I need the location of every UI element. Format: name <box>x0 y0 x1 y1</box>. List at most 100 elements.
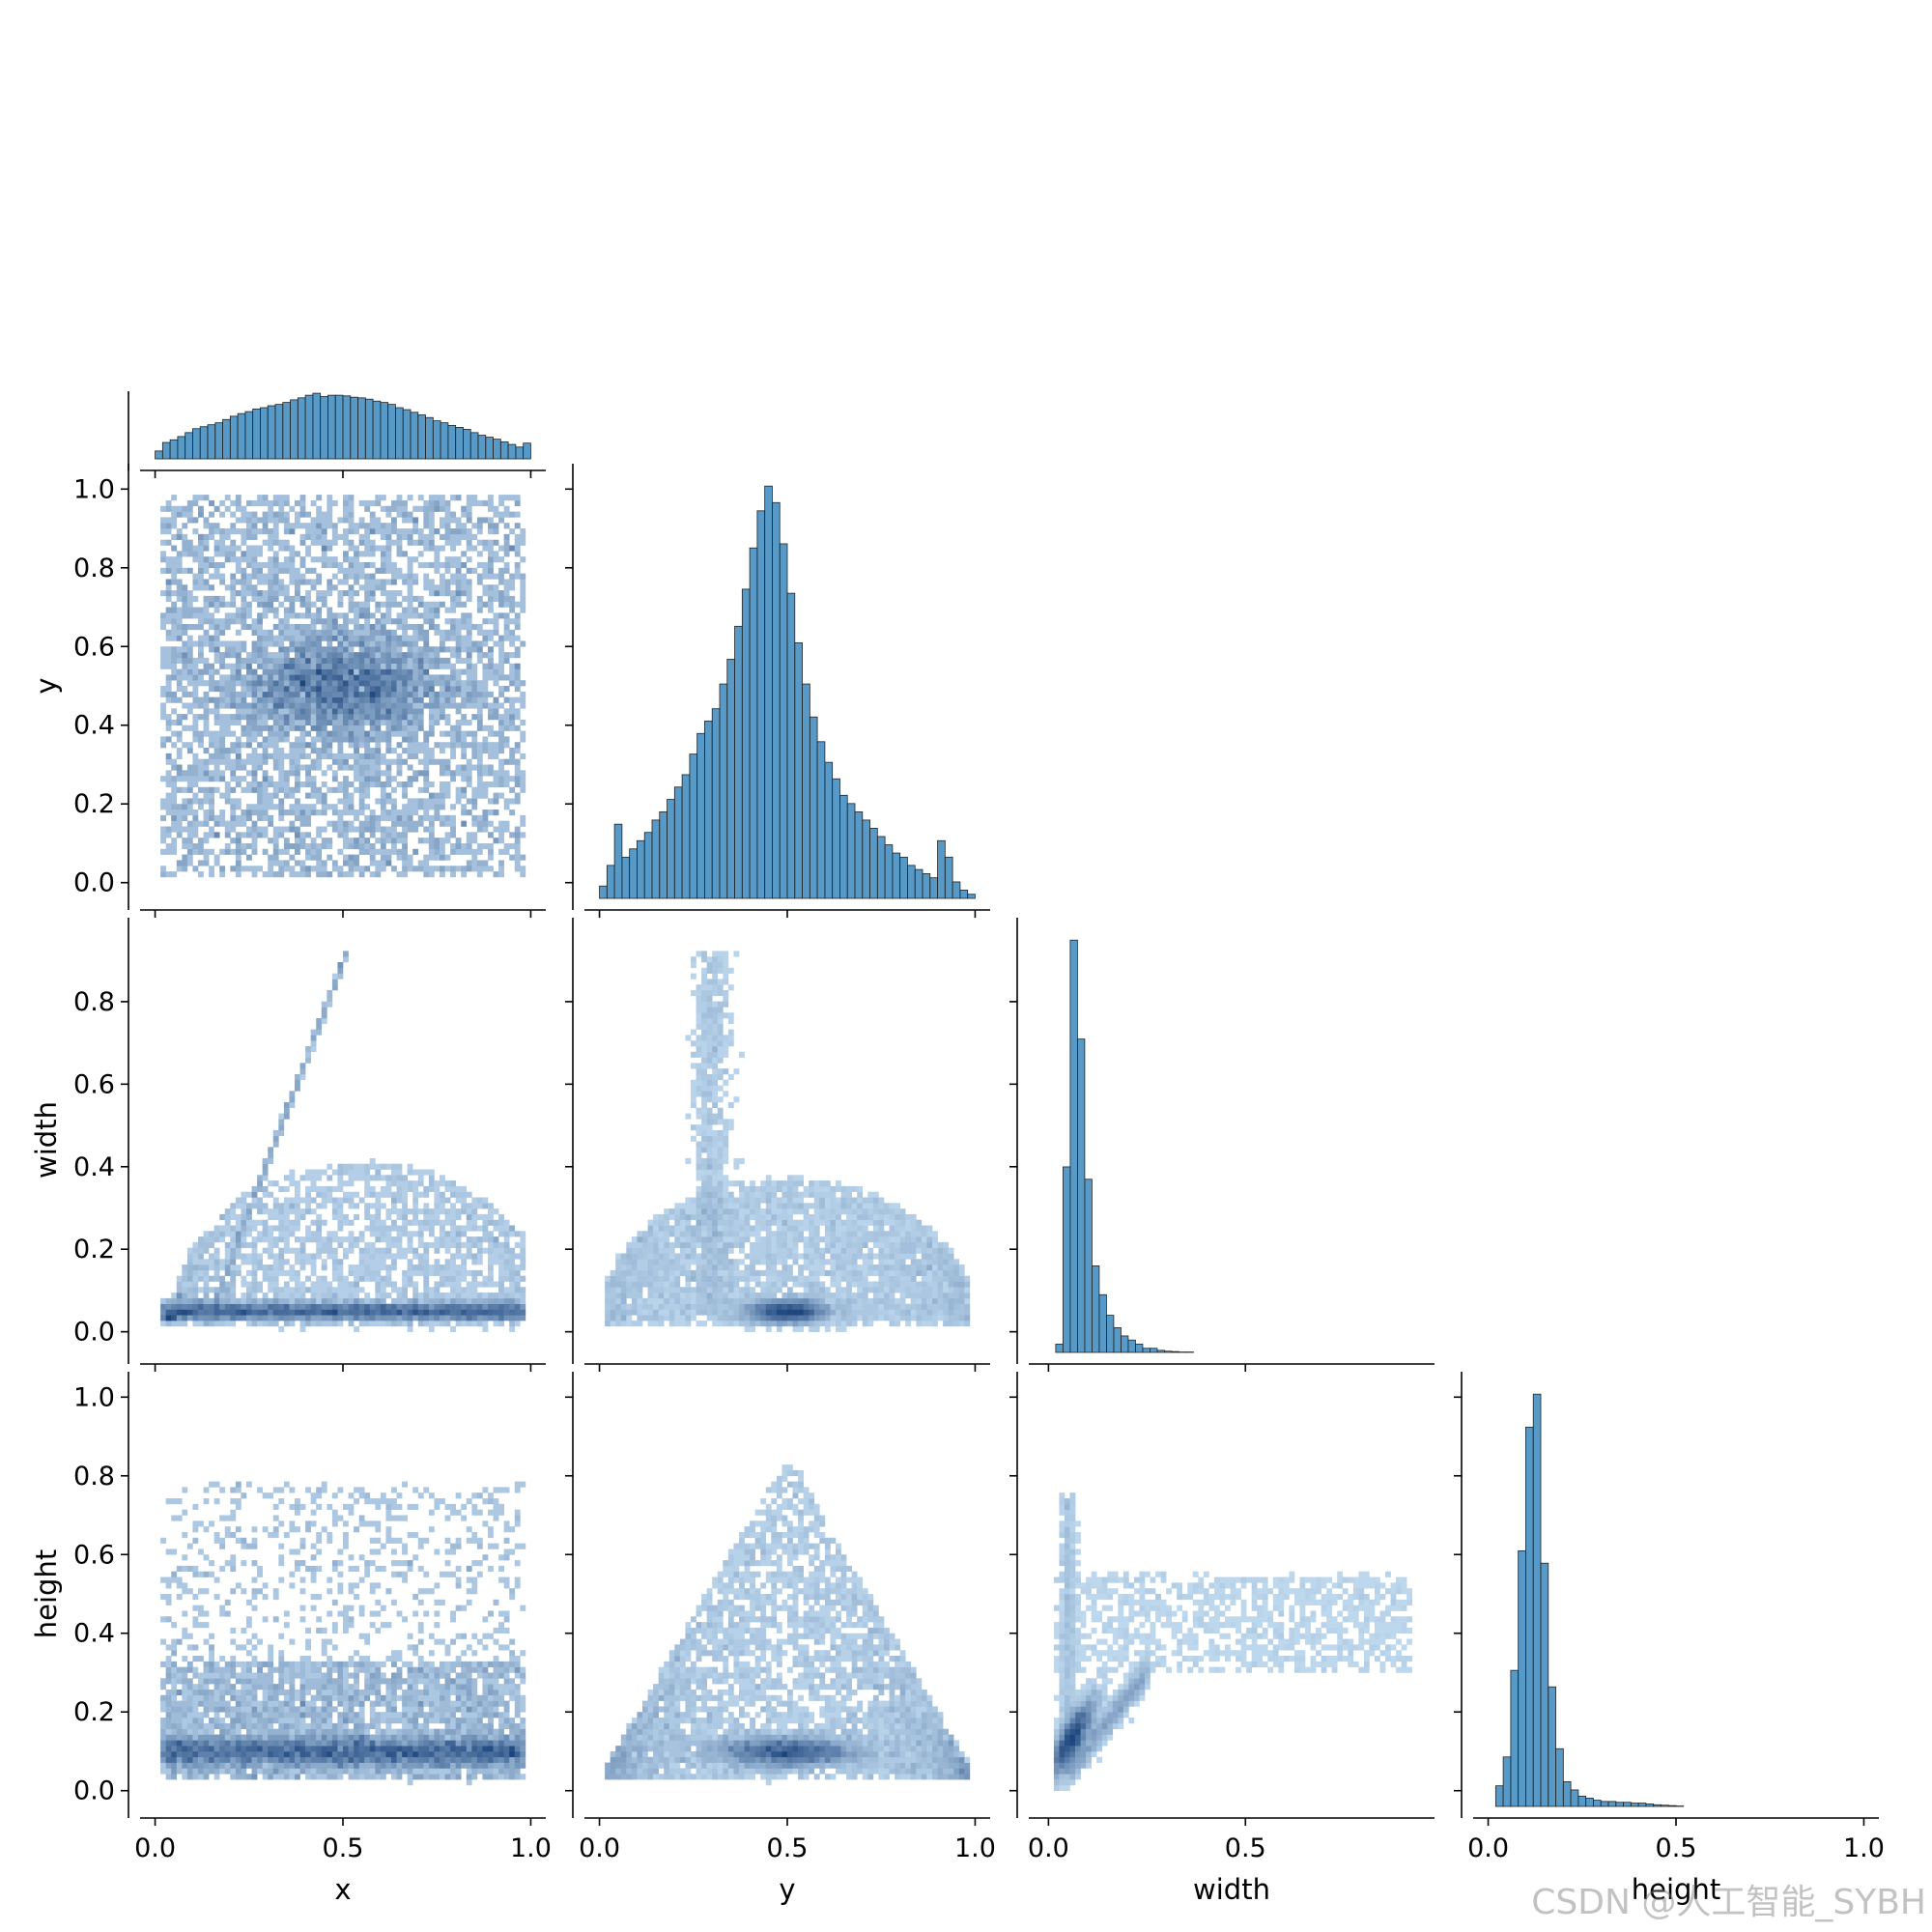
density-cell <box>321 686 327 693</box>
density-cell <box>809 1303 815 1310</box>
density-cell <box>198 1259 204 1265</box>
density-cell <box>241 1253 247 1260</box>
density-cell <box>289 1247 296 1254</box>
density-cell <box>310 579 317 585</box>
density-cell <box>186 742 193 749</box>
density-cell <box>461 786 468 793</box>
density-cell <box>407 640 413 647</box>
density-cell <box>836 1303 841 1310</box>
density-cell <box>364 1213 371 1220</box>
density-cell <box>257 696 263 703</box>
density-cell <box>375 781 382 788</box>
histogram-bar-width <box>1121 1335 1129 1353</box>
density-cell <box>440 1180 445 1187</box>
density-cell <box>396 657 403 665</box>
density-cell <box>246 730 252 737</box>
density-cell <box>213 607 220 613</box>
density-cell <box>461 1231 468 1237</box>
density-cell <box>364 1241 371 1248</box>
density-cell <box>685 1293 692 1299</box>
density-cell <box>514 866 521 872</box>
density-cell <box>182 776 188 782</box>
density-cell <box>493 1293 499 1299</box>
density-cell <box>514 696 521 703</box>
density-cell <box>358 663 365 669</box>
density-cell <box>520 781 526 788</box>
density-cell <box>402 814 408 821</box>
density-cell <box>299 533 306 540</box>
density-cell <box>310 499 317 507</box>
density-cell <box>610 1321 616 1327</box>
density-cell <box>165 635 172 641</box>
density-cell <box>412 1315 419 1321</box>
density-cell <box>348 618 355 625</box>
density-cell <box>461 1297 468 1304</box>
density-cell <box>932 1321 938 1327</box>
density-cell <box>605 1309 611 1316</box>
histogram-bar-y <box>772 501 781 899</box>
density-cell <box>186 804 193 810</box>
density-cell <box>257 1180 263 1187</box>
density-cell <box>466 1281 472 1288</box>
density-cell <box>412 1247 419 1254</box>
histogram-bar-y <box>899 856 908 899</box>
density-cell <box>471 804 478 810</box>
density-cell <box>466 742 472 749</box>
density-cell <box>466 842 472 850</box>
density-cell <box>916 1315 923 1321</box>
density-cell <box>182 1275 188 1282</box>
density-cell <box>679 1315 686 1321</box>
density-cell <box>423 561 430 569</box>
density-cell <box>230 539 237 546</box>
density-cell <box>182 1315 188 1321</box>
density-cell <box>310 742 317 749</box>
density-cell <box>423 1213 430 1220</box>
density-cell <box>733 1321 740 1327</box>
histogram-bar-y <box>689 753 698 899</box>
density-cell <box>375 1175 382 1181</box>
density-cell <box>331 623 338 631</box>
density-cell <box>295 1213 300 1220</box>
density-cell <box>295 1275 300 1282</box>
density-cell <box>423 1321 430 1327</box>
density-cell <box>723 1303 729 1310</box>
density-cell <box>192 1253 199 1260</box>
histogram-bar-width <box>1092 1264 1100 1353</box>
density-cell <box>246 590 252 597</box>
density-cell <box>186 612 193 619</box>
density-cell <box>836 1321 841 1327</box>
density-cell <box>198 561 204 569</box>
density-cell <box>717 1297 724 1304</box>
density-cell <box>186 854 193 861</box>
density-cell <box>316 539 323 546</box>
density-cell <box>396 854 403 861</box>
density-cell <box>503 1275 510 1282</box>
density-cell <box>203 1303 210 1310</box>
density-cell <box>348 567 355 574</box>
density-cell <box>476 499 483 507</box>
density-cell <box>176 618 183 625</box>
density-cell <box>327 505 333 512</box>
density-cell <box>503 1303 510 1310</box>
density-cell <box>348 1315 355 1321</box>
density-cell <box>186 860 193 867</box>
density-cell <box>471 1241 478 1248</box>
density-cell <box>343 736 349 743</box>
density-cell <box>407 764 413 771</box>
density-cell <box>375 724 382 731</box>
density-cell <box>450 730 456 737</box>
density-cell <box>803 1297 810 1304</box>
density-cell <box>354 657 359 665</box>
density-cell <box>343 781 349 788</box>
density-cell <box>348 708 355 715</box>
density-cell <box>375 866 382 872</box>
density-cell <box>434 1259 440 1265</box>
density-cell <box>760 1315 767 1321</box>
density-cell <box>498 691 504 697</box>
density-cell <box>165 561 172 569</box>
density-cell <box>327 854 333 861</box>
density-cell <box>283 696 290 703</box>
density-cell <box>450 1259 456 1265</box>
density-cell <box>251 719 258 726</box>
density-cell <box>186 748 193 754</box>
